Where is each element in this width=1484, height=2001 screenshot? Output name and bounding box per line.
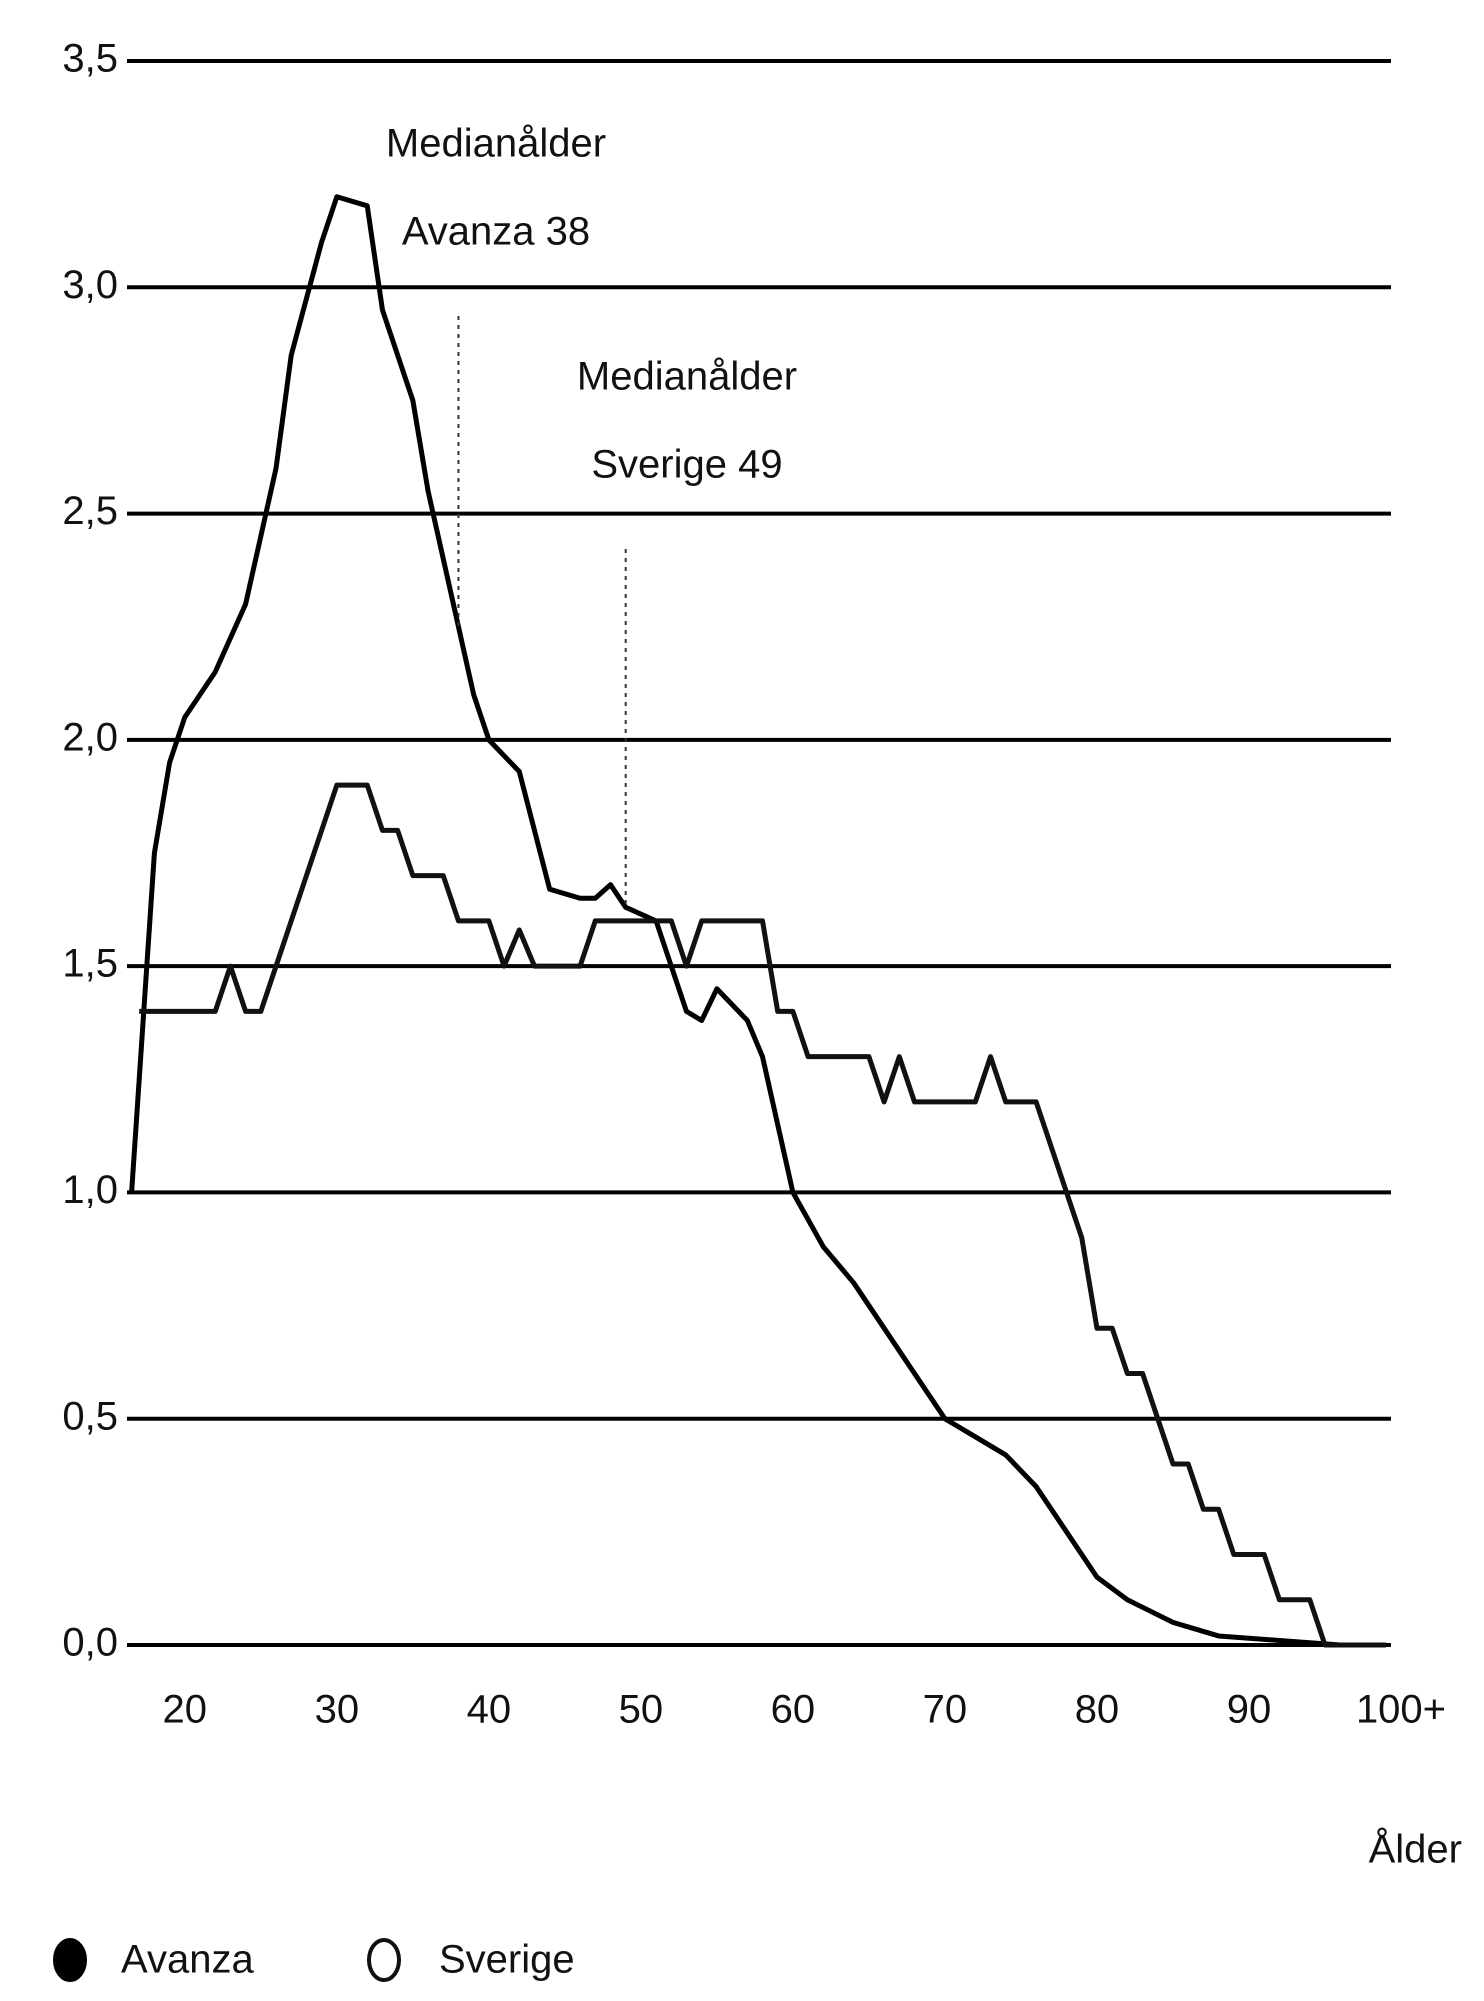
x-tick-label: 70	[923, 1688, 968, 1732]
annotation-text: Medianålder	[577, 355, 797, 399]
x-tick-label: 60	[771, 1688, 816, 1732]
y-tick-label: 0,0	[62, 1621, 118, 1665]
x-tick-label: 20	[163, 1688, 208, 1732]
annotation-text: Avanza 38	[402, 210, 590, 254]
y-tick-label: 3,0	[62, 263, 118, 307]
y-tick-label: 2,5	[62, 489, 118, 533]
legend-marker	[367, 1938, 401, 1982]
legend-label: Sverige	[439, 1938, 575, 1982]
x-tick-label: 30	[315, 1688, 360, 1732]
x-tick-label: 100+	[1356, 1688, 1446, 1732]
x-tick-label: 90	[1227, 1688, 1272, 1732]
x-tick-label: 40	[467, 1688, 512, 1732]
legend-label: Avanza	[121, 1938, 254, 1982]
annotation-text: Sverige 49	[591, 443, 782, 487]
legend-marker	[53, 1938, 87, 1982]
y-tick-label: 1,0	[62, 1168, 118, 1212]
data-line	[139, 782, 1386, 1648]
y-tick-label: 0,5	[62, 1394, 118, 1438]
y-tick-label: 2,0	[62, 715, 118, 759]
data-line	[129, 194, 1386, 1648]
y-tick-label: 3,5	[62, 37, 118, 81]
x-tick-label: 80	[1075, 1688, 1120, 1732]
annotation-text: Medianålder	[386, 122, 606, 166]
x-axis-label: Ålder	[1369, 1827, 1462, 1872]
x-tick-label: 50	[619, 1688, 664, 1732]
y-tick-label: 1,5	[62, 942, 118, 986]
